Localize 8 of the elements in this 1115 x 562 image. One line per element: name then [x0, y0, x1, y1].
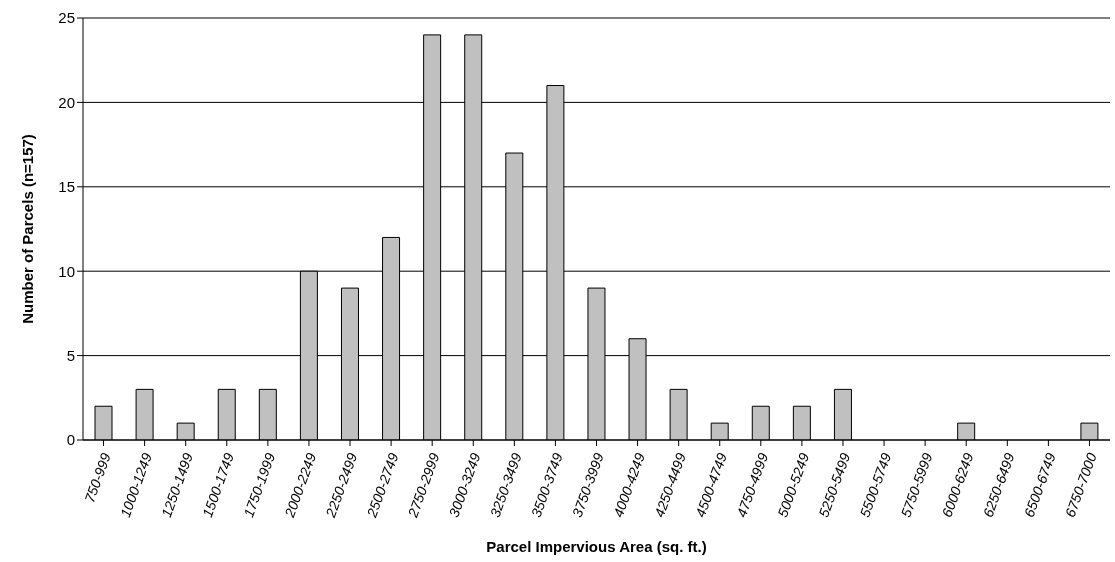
y-axis-title: Number of Parcels (n=157)	[19, 134, 37, 324]
x-axis-title: Parcel Impervious Area (sq. ft.)	[486, 538, 707, 555]
y-tick-label: 0	[66, 431, 75, 449]
y-tick-label: 15	[58, 178, 75, 196]
y-tick-label: 5	[66, 346, 75, 364]
y-tick-label: 20	[58, 93, 75, 111]
y-tick-label: 25	[58, 9, 75, 27]
y-tick-label: 10	[58, 262, 75, 280]
